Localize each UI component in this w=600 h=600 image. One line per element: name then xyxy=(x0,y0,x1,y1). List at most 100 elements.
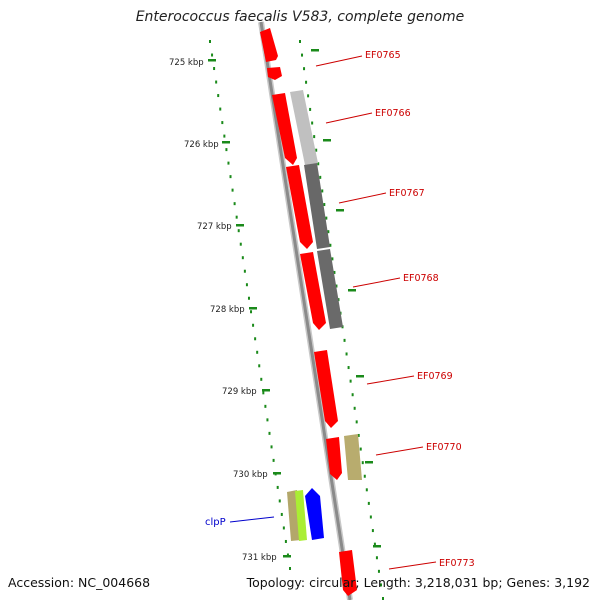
guide-dot xyxy=(331,257,334,261)
guide-dot xyxy=(299,40,301,43)
guide-major-tick xyxy=(323,139,331,142)
gene-label-ef0769[interactable]: EF0769 xyxy=(417,371,453,382)
guide-dot xyxy=(347,366,350,370)
guide-dot xyxy=(343,338,346,342)
guide-dot xyxy=(231,188,234,192)
gene-label-ef0773[interactable]: EF0773 xyxy=(439,558,475,569)
callout-clpp xyxy=(229,516,275,523)
gene-label-ef0767[interactable]: EF0767 xyxy=(389,188,425,199)
gene-block-clp-green[interactable] xyxy=(295,490,307,541)
guide-dot xyxy=(349,379,352,383)
guide-dot xyxy=(301,53,304,57)
guide-dot xyxy=(217,94,220,98)
guide-dot xyxy=(225,148,228,152)
gene-block-ef0770-khaki[interactable] xyxy=(344,434,362,480)
guide-major-tick xyxy=(208,59,216,62)
guide-dot xyxy=(270,445,273,449)
guide-dot xyxy=(286,553,289,557)
guide-dot xyxy=(221,121,224,125)
scale-label-727: 727 kbp xyxy=(197,222,232,232)
guide-major-tick xyxy=(311,49,319,52)
guide-dot xyxy=(239,242,242,246)
scale-label-728: 728 kbp xyxy=(210,305,245,315)
guide-dot xyxy=(260,377,263,381)
scale-label-725: 725 kbp xyxy=(169,58,204,68)
guide-dot xyxy=(363,474,366,478)
gene-label-clpp[interactable]: clpP xyxy=(205,517,226,528)
accession-text: Accession: NC_004668 xyxy=(8,575,151,590)
guide-major-tick xyxy=(222,141,230,144)
guide-dot xyxy=(382,597,384,600)
guide-dot xyxy=(337,298,340,302)
guide-dot xyxy=(282,526,285,530)
gene-ef0765[interactable] xyxy=(267,67,282,80)
callout-ef0766 xyxy=(325,112,373,124)
genome-backbone-core xyxy=(259,21,352,600)
gene-ef0764[interactable] xyxy=(260,28,278,62)
guide-dot xyxy=(209,40,211,43)
gene-label-ef0768[interactable]: EF0768 xyxy=(403,273,439,284)
guide-dot xyxy=(371,529,374,533)
guide-dot xyxy=(254,337,257,341)
guide-dot xyxy=(351,393,354,397)
guide-dot xyxy=(280,512,283,516)
guide-dot xyxy=(305,80,308,84)
guide-dot xyxy=(365,488,368,492)
guide-dot xyxy=(237,229,240,233)
guide-dot xyxy=(379,583,382,587)
gene-ef0768[interactable] xyxy=(300,252,326,330)
guide-dot xyxy=(213,67,216,71)
guide-dot xyxy=(311,121,314,125)
gene-ef0766[interactable] xyxy=(272,93,297,165)
gene-ef0769[interactable] xyxy=(314,350,338,428)
guide-dot xyxy=(367,501,370,505)
callout-ef0767 xyxy=(338,192,387,204)
guide-dot xyxy=(329,243,332,247)
guide-dot xyxy=(303,67,306,71)
guide-dot xyxy=(264,404,267,408)
gene-block-ef0768-gray[interactable] xyxy=(317,249,343,329)
guide-dot xyxy=(268,431,271,435)
gene-ef0767[interactable] xyxy=(286,165,313,249)
guide-dot xyxy=(323,203,326,207)
scale-label-729: 729 kbp xyxy=(222,387,257,397)
guide-dot xyxy=(256,350,259,354)
guide-dot xyxy=(307,94,310,98)
callout-ef0773 xyxy=(388,561,437,570)
callout-ef0769 xyxy=(366,375,415,385)
gene-label-ef0766[interactable]: EF0766 xyxy=(375,108,411,119)
guide-major-tick xyxy=(249,307,257,310)
guide-dot xyxy=(266,418,269,422)
guide-dot xyxy=(289,567,291,570)
guide-dot xyxy=(229,175,232,179)
guide-major-tick xyxy=(283,555,291,558)
gene-block-ef0767-gray[interactable] xyxy=(304,163,330,249)
guide-dot xyxy=(272,458,275,462)
guide-dot xyxy=(211,53,214,57)
guide-dot xyxy=(321,189,324,193)
guide-dot xyxy=(245,283,248,287)
guide-dot xyxy=(258,364,261,368)
guide-dot xyxy=(319,175,322,179)
guide-dot xyxy=(215,80,218,84)
gene-ef0770[interactable] xyxy=(326,437,342,480)
callout-ef0765 xyxy=(315,55,363,67)
guide-dot xyxy=(243,269,246,273)
gene-clpp[interactable] xyxy=(305,488,324,540)
guide-dot xyxy=(317,162,320,166)
gene-label-ef0770[interactable]: EF0770 xyxy=(426,442,462,453)
guide-dot xyxy=(327,230,330,234)
guide-major-tick xyxy=(356,375,364,378)
callout-ef0770 xyxy=(375,446,424,456)
guide-dot xyxy=(325,216,328,220)
gene-label-ef0765[interactable]: EF0765 xyxy=(365,50,401,61)
guide-dot xyxy=(219,107,222,111)
guide-dot xyxy=(353,406,356,410)
gene-block-ef0766-gray[interactable] xyxy=(290,90,318,165)
guide-major-tick xyxy=(336,209,344,212)
guide-dot xyxy=(359,447,362,451)
gene-ef0773[interactable] xyxy=(339,550,357,596)
guide-dot xyxy=(355,420,358,424)
guide-dot xyxy=(241,256,244,260)
guide-dot xyxy=(345,352,348,356)
